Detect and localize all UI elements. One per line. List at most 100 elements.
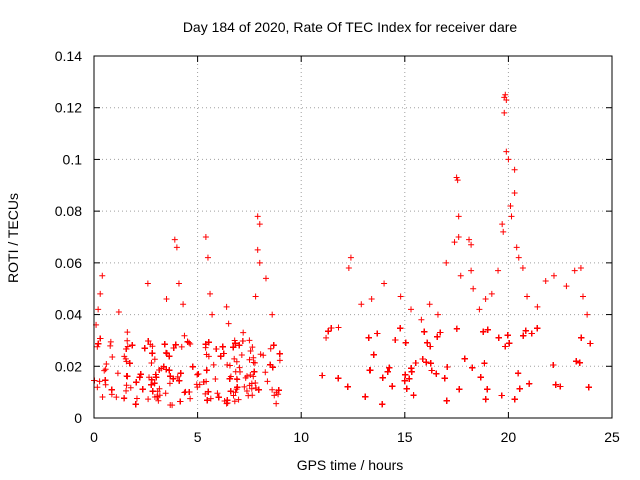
- data-point: [235, 396, 242, 403]
- data-point: [121, 353, 128, 360]
- data-point: [177, 370, 184, 377]
- data-point: [137, 371, 144, 378]
- data-point: [126, 360, 133, 367]
- data-point: [195, 370, 202, 377]
- data-point: [129, 342, 136, 349]
- data-point: [108, 386, 115, 393]
- data-point: [114, 370, 121, 377]
- data-point: [230, 392, 237, 399]
- data-point: [109, 353, 116, 360]
- data-point: [177, 398, 184, 405]
- data-point: [217, 353, 224, 360]
- data-point: [151, 356, 158, 363]
- data-point: [141, 345, 148, 352]
- data-point: [248, 385, 255, 392]
- data-point: [224, 397, 231, 404]
- data-point: [205, 388, 212, 395]
- data-point: [103, 361, 110, 368]
- data-point: [257, 351, 264, 358]
- data-point: [226, 375, 233, 382]
- data-point: [230, 344, 237, 351]
- data-point: [252, 385, 259, 392]
- data-point: [276, 350, 283, 357]
- data-point: [136, 374, 143, 381]
- data-point: [187, 395, 194, 402]
- data-point: [241, 383, 248, 390]
- data-point: [170, 375, 177, 382]
- data-point: [161, 341, 168, 348]
- data-point: [189, 363, 196, 370]
- data-point: [236, 342, 243, 349]
- data-point: [163, 366, 170, 373]
- data-point: [200, 378, 207, 385]
- data-point: [178, 343, 185, 350]
- data-point: [232, 389, 239, 396]
- data-point: [226, 362, 233, 369]
- data-point: [212, 376, 219, 383]
- data-point: [170, 345, 177, 352]
- data-point: [210, 361, 217, 368]
- data-point: [232, 340, 239, 347]
- data-point: [102, 366, 109, 373]
- data-point: [225, 320, 232, 327]
- data-point: [169, 402, 176, 409]
- data-point: [236, 364, 243, 371]
- data-point: [264, 378, 271, 385]
- data-point: [202, 341, 209, 348]
- data-point: [123, 358, 130, 365]
- data-point: [184, 338, 191, 345]
- data-point: [101, 367, 108, 374]
- data-point: [231, 337, 238, 344]
- data-point: [219, 343, 226, 350]
- data-point: [223, 400, 230, 407]
- data-point: [269, 386, 276, 393]
- data-point: [166, 353, 173, 360]
- data-point: [224, 361, 231, 368]
- data-point: [238, 352, 245, 359]
- data-point: [167, 373, 174, 380]
- data-point: [215, 394, 222, 401]
- data-point: [95, 340, 102, 347]
- data-point: [124, 373, 131, 380]
- data-point: [96, 378, 103, 385]
- data-point: [97, 335, 104, 342]
- data-point: [269, 364, 276, 371]
- data-point: [247, 372, 254, 379]
- data-point: [145, 396, 152, 403]
- data-point: [205, 339, 212, 346]
- data-point: [233, 358, 240, 365]
- data-point: [273, 400, 280, 407]
- data-point: [275, 387, 282, 394]
- data-point: [162, 390, 169, 397]
- data-point: [145, 337, 152, 344]
- data-point: [132, 401, 139, 408]
- data-point: [247, 348, 254, 355]
- data-points: [91, 91, 594, 409]
- data-point: [233, 375, 240, 382]
- data-point: [139, 386, 146, 393]
- data-point: [260, 352, 267, 359]
- data-point: [214, 390, 221, 397]
- data-point: [151, 380, 158, 387]
- data-point: [172, 341, 179, 348]
- data-point: [133, 395, 140, 402]
- data-point: [154, 393, 161, 400]
- data-point: [166, 367, 173, 374]
- data-point: [124, 329, 131, 336]
- data-point: [149, 350, 156, 357]
- data-point: [163, 350, 170, 357]
- data-point: [246, 356, 253, 363]
- data-point: [243, 387, 250, 394]
- data-point: [239, 337, 246, 344]
- data-point: [123, 387, 130, 394]
- data-point: [255, 386, 262, 393]
- data-point: [122, 355, 129, 362]
- data-point: [149, 388, 156, 395]
- data-point: [181, 332, 188, 339]
- data-point: [262, 369, 269, 376]
- data-point: [231, 398, 238, 405]
- data-point: [248, 380, 255, 387]
- data-point: [250, 373, 257, 380]
- data-point: [213, 346, 220, 353]
